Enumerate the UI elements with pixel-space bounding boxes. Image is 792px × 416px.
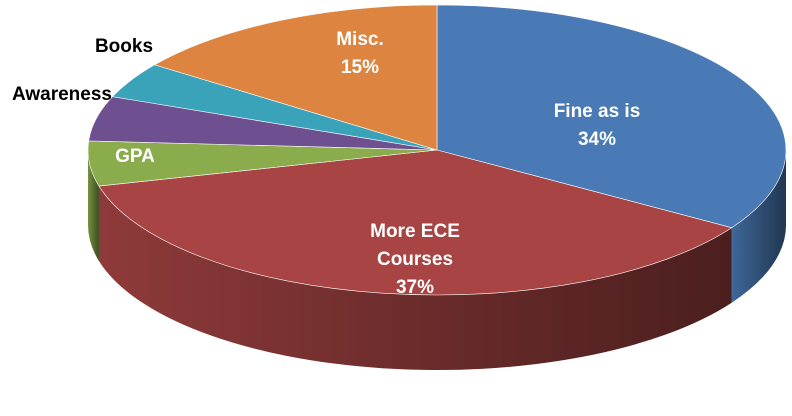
slice-label-line: Misc. (336, 29, 384, 50)
slice-label-line: More ECE (370, 221, 460, 242)
slice-label: More ECE Courses (370, 221, 460, 270)
slice-side-shade (88, 150, 99, 262)
slice (98, 149, 733, 296)
slice-label: Fine as is (554, 101, 641, 122)
slice-label: Awareness (12, 84, 112, 105)
value-label: 34% (578, 129, 616, 150)
slice-label: GPA (115, 146, 155, 167)
value-label: 15% (341, 57, 379, 78)
value-label: 37% (396, 277, 434, 298)
slice-side-shade (98, 186, 732, 370)
slice-label-line: Courses (377, 249, 453, 270)
slice-label-line: Fine as is (554, 101, 641, 122)
slice-label: Misc. (336, 29, 384, 50)
slice-label-line: GPA (115, 146, 155, 167)
slice-label-line: Awareness (12, 84, 112, 105)
slice-side-shade (731, 150, 786, 303)
slice (153, 4, 438, 151)
slice-label-line: Books (95, 36, 153, 57)
slice (436, 4, 787, 229)
slice-label: Books (95, 36, 153, 57)
